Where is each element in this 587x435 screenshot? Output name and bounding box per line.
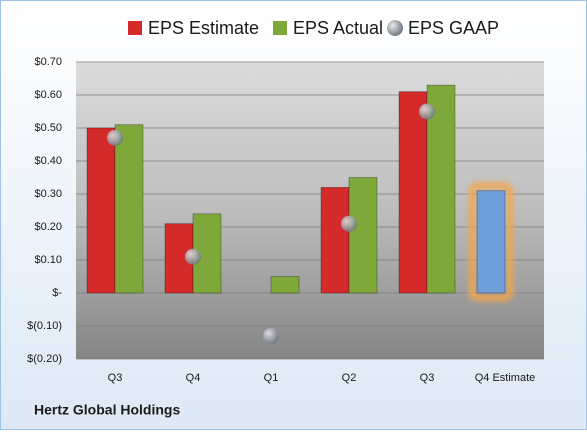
bar	[320, 186, 350, 294]
bar	[270, 276, 300, 294]
legend-marker	[273, 21, 287, 35]
gaap-marker	[263, 327, 279, 344]
gaap-marker	[341, 215, 357, 232]
y-tick-label: $-	[52, 287, 62, 299]
y-tick-label: $0.50	[34, 122, 62, 134]
bar-glow	[469, 182, 513, 301]
gaap-marker	[185, 248, 201, 265]
x-tick-label: Q4	[186, 372, 201, 384]
legend-label: EPS Estimate	[148, 18, 259, 38]
x-tick-label: Q2	[342, 372, 357, 384]
y-tick-label: $0.10	[34, 254, 62, 266]
y-tick-label: $0.30	[34, 188, 62, 200]
x-tick-label: Q3	[108, 372, 123, 384]
plot-area	[76, 62, 544, 359]
bar	[114, 124, 144, 294]
y-tick-label: $0.40	[34, 155, 62, 167]
y-tick-label: $(0.10)	[27, 320, 62, 332]
y-tick-label: $(0.20)	[27, 353, 62, 365]
legend-marker	[128, 21, 142, 35]
legend-label: EPS Actual	[293, 18, 383, 38]
x-tick-label: Q4 Estimate	[475, 372, 536, 384]
bar	[86, 127, 116, 294]
bar	[426, 84, 456, 294]
y-tick-label: $0.60	[34, 89, 62, 101]
gaap-marker	[107, 129, 123, 146]
y-tick-label: $0.70	[34, 56, 62, 68]
chart-title: Hertz Global Holdings	[34, 402, 180, 418]
legend-label: EPS GAAP	[408, 18, 499, 38]
legend-marker	[387, 20, 403, 36]
y-tick-label: $0.20	[34, 221, 62, 233]
x-tick-label: Q3	[420, 372, 435, 384]
bar	[348, 177, 378, 294]
gaap-marker	[419, 103, 435, 120]
x-tick-label: Q1	[264, 372, 279, 384]
bar	[476, 190, 506, 294]
bar	[398, 91, 428, 294]
